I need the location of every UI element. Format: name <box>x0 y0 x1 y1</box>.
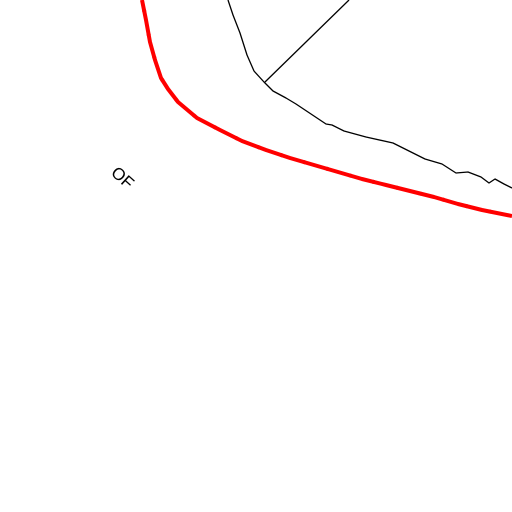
road-line <box>264 0 350 83</box>
contour-line <box>227 0 512 189</box>
boundary-line <box>140 0 512 218</box>
region-label: OF <box>107 163 137 193</box>
